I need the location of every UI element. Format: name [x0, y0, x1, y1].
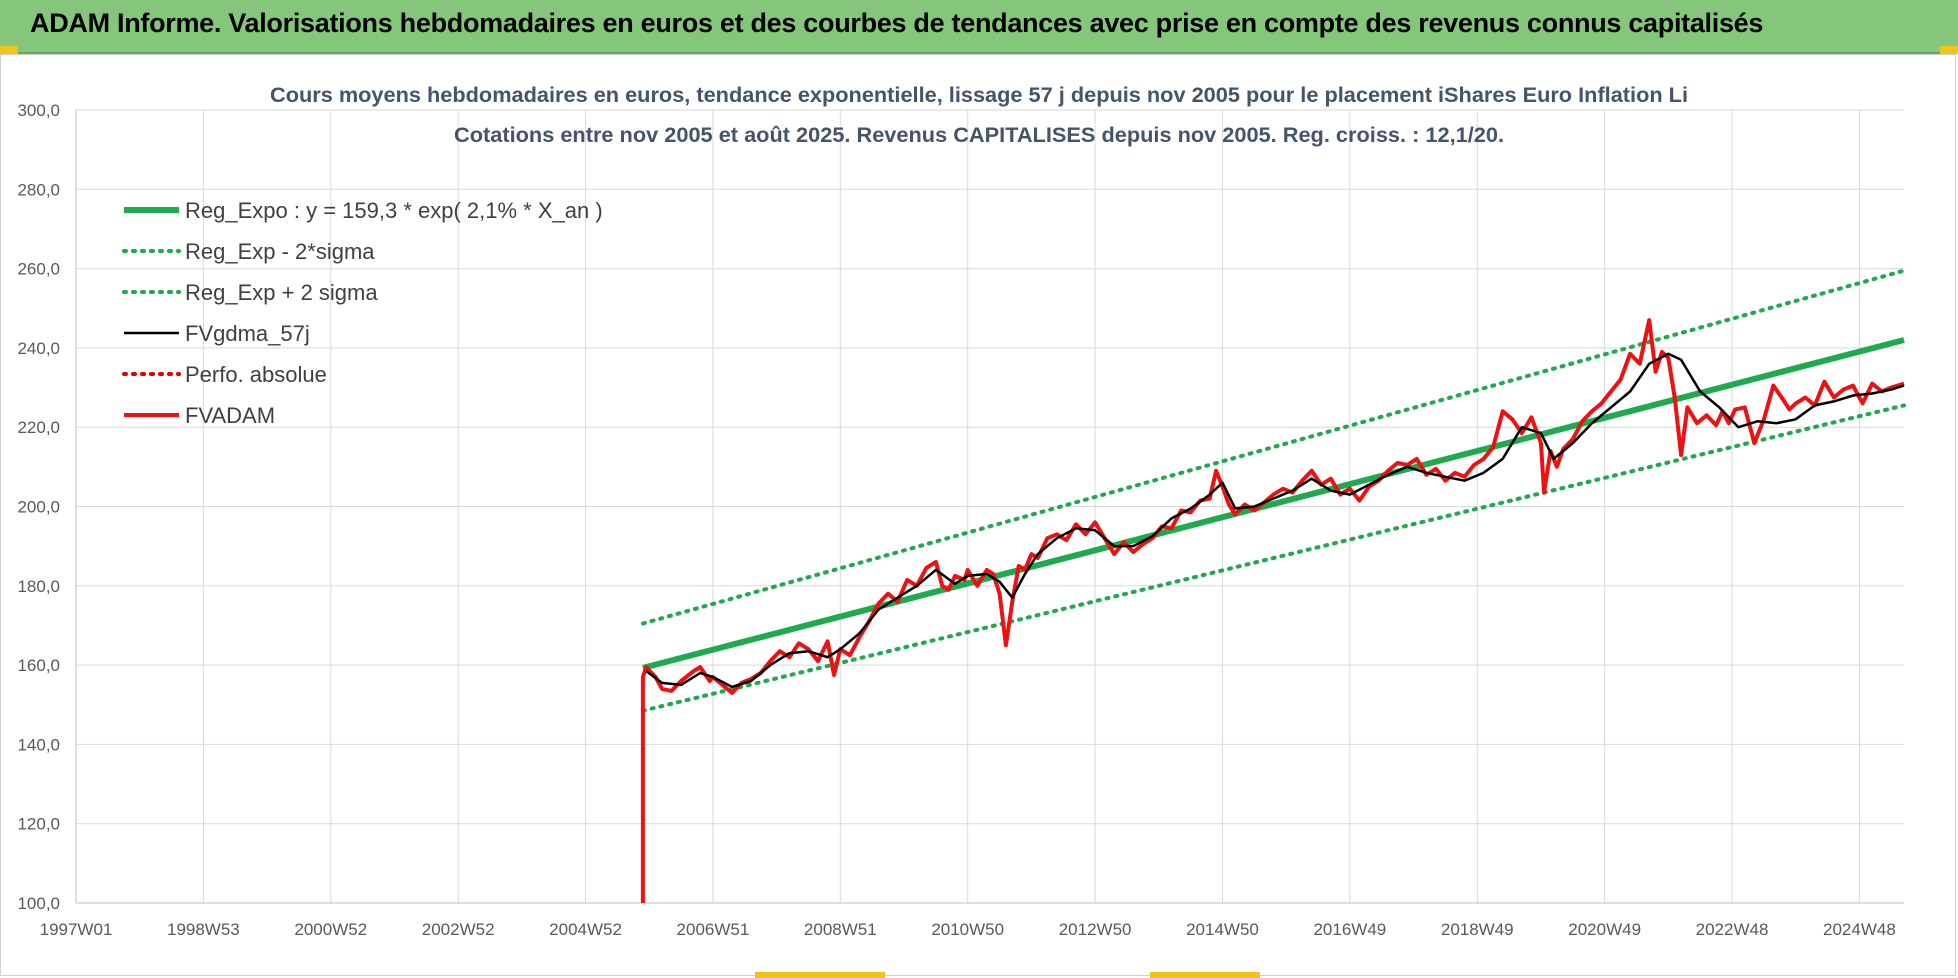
reg-plus-2sigma-line	[640, 268, 1906, 626]
line-chart: 100,0 120,0 140,0 160,0 180,0 200,0 220,0 240,0…	[17, 84, 1906, 939]
chart-title: Cours moyens hebdomadaires en euros, ten…	[270, 84, 1688, 107]
x-tick-label: 2000W52	[294, 920, 367, 939]
banner-corner-left	[0, 46, 18, 54]
x-tick-label: 2004W52	[549, 920, 622, 939]
x-tick-label: 2008W51	[804, 920, 877, 939]
x-tick-label: 1997W01	[40, 920, 113, 939]
banner-title: ADAM Informe. Valorisations hebdomadaire…	[30, 8, 1764, 38]
y-tick-label: 180,0	[17, 577, 60, 596]
y-tick-label: 220,0	[17, 418, 60, 437]
y-tick-label: 100,0	[17, 894, 60, 913]
x-tick-label: 2006W51	[677, 920, 750, 939]
fvadam-line	[640, 318, 1905, 903]
chart-area: 100,0 120,0 140,0 160,0 180,0 200,0 220,0 240,0…	[0, 54, 1956, 976]
bottom-accent-1	[755, 972, 885, 978]
x-tick-label: 2024W48	[1823, 920, 1896, 939]
fvgdma-57j-line	[645, 352, 1905, 689]
title-banner: ADAM Informe. Valorisations hebdomadaire…	[0, 0, 1958, 54]
legend-label-reg-expo-line: Reg_Expo : y = 159,3 * exp( 2,1% * X_an …	[185, 198, 603, 223]
legend-label-fvadam-line: FVADAM	[185, 403, 275, 428]
x-tick-label: 2014W50	[1186, 920, 1259, 939]
x-tick-label: 2012W50	[1059, 920, 1132, 939]
y-tick-label: 120,0	[17, 815, 60, 834]
y-tick-label: 160,0	[17, 656, 60, 675]
y-tick-label: 240,0	[17, 339, 60, 358]
x-tick-label: 2016W49	[1313, 920, 1386, 939]
legend-label-fvgdma-57j-line: FVgdma_57j	[185, 321, 310, 346]
y-tick-label: 140,0	[17, 735, 60, 754]
y-tick-label: 280,0	[17, 180, 60, 199]
y-tick-label: 300,0	[17, 101, 60, 120]
reg-expo-line	[642, 337, 1905, 671]
x-tick-label: 1998W53	[167, 920, 240, 939]
x-tick-label: 2002W52	[422, 920, 495, 939]
legend-label-perfo-absolue-line: Perfo. absolue	[185, 362, 327, 387]
legend-label-reg-plus-2sigma-line: Reg_Exp + 2 sigma	[185, 280, 378, 305]
reg-minus-2sigma-line	[640, 403, 1906, 713]
chart-subtitle: Cotations entre nov 2005 et août 2025. R…	[454, 124, 1504, 147]
legend-label-reg-minus-2sigma-line: Reg_Exp - 2*sigma	[185, 239, 375, 264]
x-tick-label: 2018W49	[1441, 920, 1514, 939]
x-tick-label: 2010W50	[931, 920, 1004, 939]
y-tick-label: 200,0	[17, 498, 60, 517]
y-tick-label: 260,0	[17, 260, 60, 279]
x-tick-label: 2022W48	[1696, 920, 1769, 939]
banner-corner-right	[1940, 46, 1958, 54]
x-tick-label: 2020W49	[1568, 920, 1641, 939]
bottom-accent-2	[1150, 972, 1260, 978]
